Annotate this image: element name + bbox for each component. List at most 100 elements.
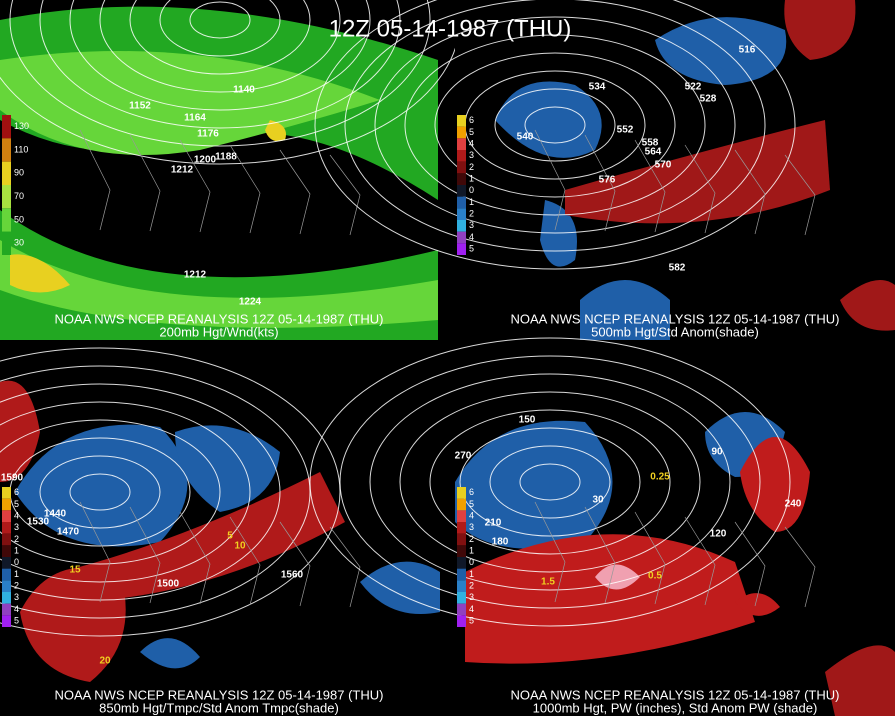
- height-contour: [434, 52, 676, 198]
- colorbar-swatch: [2, 557, 11, 569]
- border-line: [79, 501, 111, 603]
- contour-label: 540: [517, 132, 534, 143]
- panel-caption: NOAA NWS NCEP REANALYSIS 12Z 05-14-1987 …: [55, 311, 384, 326]
- contour-label: 210: [485, 518, 502, 529]
- height-contour: [39, 455, 161, 529]
- border-line: [279, 521, 311, 607]
- colorbar-swatch: [2, 580, 11, 592]
- anomaly-shade: [825, 645, 895, 716]
- contour-label: 576: [599, 175, 616, 186]
- border-line: [179, 511, 211, 605]
- panel-caption: NOAA NWS NCEP REANALYSIS 12Z 05-14-1987 …: [55, 687, 384, 702]
- colorbar-label: 1: [469, 569, 474, 579]
- colorbar-swatch: [457, 220, 466, 232]
- colorbar-label: 4: [14, 511, 19, 521]
- contour-label: 1560: [281, 570, 304, 581]
- colorbar-label: 3: [14, 522, 19, 532]
- colorbar-swatch: [457, 243, 466, 255]
- colorbar-label: 5: [469, 616, 474, 626]
- colorbar-label: 6: [14, 487, 19, 497]
- colorbar-swatch: [457, 161, 466, 174]
- colorbar-label: 70: [14, 191, 24, 201]
- height-contour: [0, 383, 281, 601]
- border-line: [329, 154, 361, 236]
- contour-label: 564: [645, 147, 662, 158]
- contour-label: 570: [655, 160, 672, 171]
- height-contour: [524, 106, 586, 144]
- colorbar-swatch: [2, 545, 11, 557]
- height-contour: [0, 419, 221, 565]
- colorbar-label: 3: [14, 592, 19, 602]
- height-contour: [404, 34, 706, 216]
- colorbar-label: 1: [469, 174, 474, 184]
- anomaly-shade: [10, 254, 70, 293]
- colorbar-label: 110: [14, 144, 28, 154]
- panel-subtitle: 200mb Hgt/Wnd(kts): [159, 324, 278, 339]
- colorbar-swatch: [457, 557, 466, 569]
- height-contour: [344, 0, 766, 252]
- panel-shading: [495, 0, 895, 340]
- contour-label: 20: [99, 656, 111, 667]
- colorbar-swatch: [457, 533, 466, 546]
- colorbar-label: 5: [469, 127, 474, 137]
- border-line: [534, 501, 566, 603]
- height-contour: [189, 1, 251, 39]
- colorbar-label: 30: [14, 238, 24, 248]
- contour-label: 1152: [129, 101, 151, 112]
- contour-label: 30: [592, 495, 604, 506]
- border-line: [584, 134, 616, 232]
- anomaly-shade: [60, 472, 345, 602]
- colorbar-label: 6: [469, 487, 474, 497]
- colorbar-swatch: [457, 185, 466, 197]
- panel-subtitle: 500mb Hgt/Std Anom(shade): [591, 324, 759, 339]
- panel-subtitle: 1000mb Hgt, PW (inches), Std Anom PW (sh…: [533, 700, 818, 715]
- contour-label: 1176: [197, 129, 219, 140]
- height-contour: [519, 463, 581, 501]
- colorbar-label: 130: [14, 121, 29, 131]
- page-title: 12Z 05-14-1987 (THU): [329, 15, 572, 42]
- border-line: [584, 506, 616, 604]
- colorbar-label: 4: [469, 604, 474, 614]
- colorbar-swatch: [2, 522, 11, 534]
- border-line: [229, 144, 261, 234]
- contour-label: 1500: [157, 579, 180, 590]
- anomaly-shade: [175, 425, 280, 512]
- border-line: [634, 511, 666, 605]
- colorbar-label: 1: [14, 546, 19, 556]
- colorbar-label: 0: [469, 185, 474, 195]
- colorbar-swatch: [2, 568, 11, 581]
- panel-shading: [0, 380, 440, 682]
- panel-caption: NOAA NWS NCEP REANALYSIS 12Z 05-14-1987 …: [511, 687, 840, 702]
- colorbar-swatch: [2, 208, 11, 232]
- anomaly-shade: [0, 240, 438, 328]
- panel-subtitle: 850mb Hgt/Tmpc/Std Anom Tmpc(shade): [99, 700, 339, 715]
- border-line: [129, 134, 161, 232]
- colorbar-label: 50: [14, 214, 24, 224]
- border-line: [784, 526, 816, 608]
- anomaly-shade: [655, 17, 787, 86]
- contour-label: 1590: [1, 473, 24, 484]
- colorbar-swatch: [2, 533, 11, 546]
- colorbar-swatch: [457, 173, 466, 185]
- colorbar-swatch: [457, 231, 466, 244]
- contour-label: 1470: [57, 527, 80, 538]
- border-line: [684, 144, 716, 234]
- map-panel: 1301109070503011521140116411761188120012…: [0, 0, 461, 340]
- border-line: [229, 516, 261, 606]
- contour-label: 270: [455, 451, 472, 462]
- anomaly-shade: [565, 120, 830, 224]
- colorbar-label: 3: [469, 150, 474, 160]
- colorbar-label: 3: [469, 220, 474, 230]
- border-line: [634, 139, 666, 233]
- colorbar-label: 2: [469, 534, 474, 544]
- colorbar-swatch: [457, 138, 466, 150]
- colorbar-label: 4: [469, 511, 474, 521]
- contour-label: 15: [69, 565, 81, 576]
- contour-label: 558: [642, 138, 659, 149]
- contour-label: 240: [785, 499, 802, 510]
- colorbar-swatch: [2, 161, 11, 185]
- colorbar-swatch: [2, 185, 11, 209]
- contour-label: 180: [492, 537, 509, 548]
- colorbar-swatch: [457, 150, 466, 162]
